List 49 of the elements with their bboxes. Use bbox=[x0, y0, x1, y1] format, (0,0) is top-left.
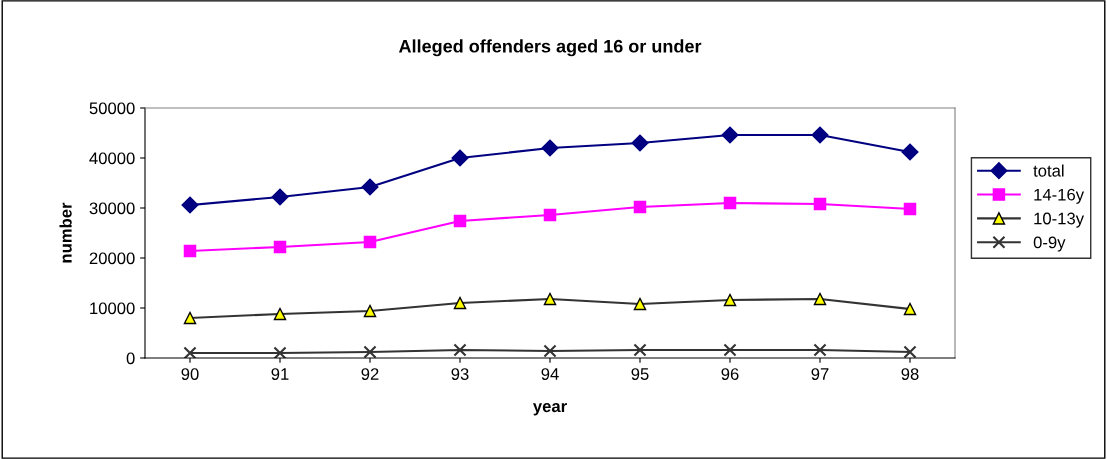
y-tick-label: 0 bbox=[126, 352, 135, 365]
point bbox=[181, 196, 199, 214]
point bbox=[273, 240, 287, 254]
x-tick-label: 97 bbox=[811, 368, 829, 380]
x-tick-label: 94 bbox=[541, 368, 559, 380]
legend-label: total bbox=[1033, 164, 1064, 177]
point bbox=[453, 214, 467, 228]
point bbox=[541, 139, 559, 157]
point bbox=[721, 126, 739, 144]
legend-label: 14-16y bbox=[1034, 188, 1085, 204]
x-tick-label: 98 bbox=[901, 368, 919, 380]
x-tick-label: 93 bbox=[451, 368, 469, 380]
point bbox=[723, 343, 737, 357]
legend-label: 10-13y bbox=[1034, 212, 1085, 228]
legend-label: 0-9y bbox=[1033, 236, 1066, 252]
y-tick-label: 50000 bbox=[89, 102, 135, 115]
chart-title: Alleged offenders aged 16 or under bbox=[398, 39, 702, 57]
y-tick-label: 10000 bbox=[90, 302, 135, 315]
point bbox=[903, 345, 917, 358]
x-axis-title: year bbox=[532, 403, 567, 416]
x-tick-label: 92 bbox=[361, 368, 379, 380]
point bbox=[453, 343, 467, 357]
point bbox=[903, 202, 917, 216]
point bbox=[361, 178, 379, 196]
x-tick-label: 91 bbox=[271, 368, 289, 380]
y-tick-label: 40000 bbox=[89, 152, 135, 165]
point bbox=[543, 344, 557, 358]
point bbox=[183, 346, 197, 358]
y-tick-label: 30000 bbox=[89, 202, 135, 215]
point bbox=[633, 200, 647, 214]
y-axis-title: number bbox=[59, 202, 72, 263]
point bbox=[183, 244, 197, 258]
point bbox=[631, 134, 649, 152]
x-tick-label: 96 bbox=[721, 368, 739, 380]
point bbox=[633, 343, 647, 357]
point bbox=[271, 188, 289, 206]
x-tick-label: 95 bbox=[631, 368, 649, 380]
point bbox=[363, 235, 377, 249]
point bbox=[723, 196, 737, 210]
y-tick-label: 20000 bbox=[89, 252, 135, 265]
point bbox=[451, 149, 469, 167]
point bbox=[901, 143, 919, 161]
point bbox=[811, 126, 829, 144]
point bbox=[813, 197, 827, 211]
x-tick-label: 90 bbox=[181, 368, 199, 380]
point bbox=[273, 346, 287, 358]
point bbox=[363, 345, 377, 358]
point bbox=[813, 343, 827, 357]
point bbox=[543, 208, 557, 222]
